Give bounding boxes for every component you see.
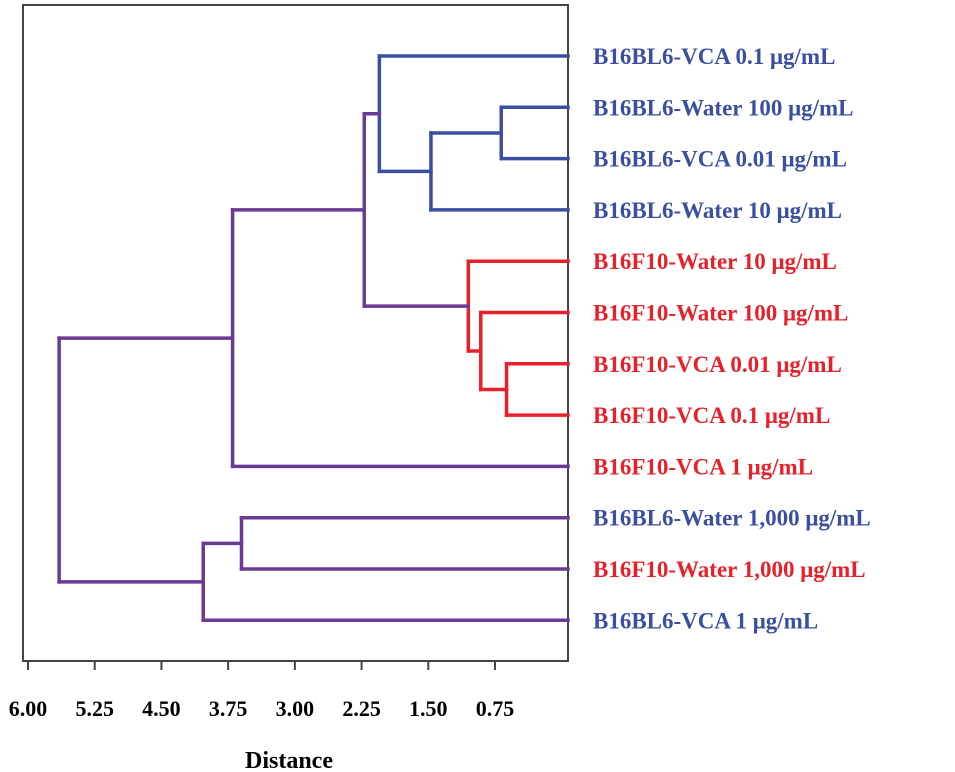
- x-tick-label: 4.50: [142, 696, 181, 721]
- x-tick-label: 5.25: [75, 696, 114, 721]
- dendrogram-branches: [57, 54, 570, 623]
- leaf-label: B16BL6-VCA 1 μg/mL: [593, 608, 818, 633]
- x-axis-label: Distance: [245, 748, 333, 772]
- x-tick-label: 2.25: [342, 696, 381, 721]
- leaf-label: B16F10-Water 10 μg/mL: [593, 249, 837, 274]
- leaf-label: B16F10-Water 1,000 μg/mL: [593, 557, 866, 582]
- leaf-label: B16F10-VCA 1 μg/mL: [593, 454, 813, 479]
- leaf-label: B16F10-Water 100 μg/mL: [593, 301, 848, 326]
- plot-frame: [22, 4, 569, 662]
- x-tick-label: 3.00: [276, 696, 315, 721]
- leaf-label: B16F10-VCA 0.01 μg/mL: [593, 352, 842, 377]
- x-tick-label: 0.75: [476, 696, 515, 721]
- x-tick-label: 6.00: [9, 696, 48, 721]
- leaf-label: B16BL6-VCA 0.1 μg/mL: [593, 44, 835, 69]
- leaf-label: B16BL6-Water 100 μg/mL: [593, 95, 854, 120]
- x-tick-label: 3.75: [209, 696, 248, 721]
- x-axis: 6.00 5.25 4.50 3.75 3.00 2.25 1.50 0.75: [9, 660, 568, 721]
- x-tick-label: 1.50: [409, 696, 448, 721]
- leaf-label: B16BL6-VCA 0.01 μg/mL: [593, 147, 847, 172]
- leaf-label: B16BL6-Water 1,000 μg/mL: [593, 506, 871, 531]
- leaf-labels: B16BL6-VCA 0.1 μg/mL B16BL6-Water 100 μg/…: [593, 44, 871, 633]
- leaf-label: B16F10-VCA 0.1 μg/mL: [593, 403, 830, 428]
- leaf-label: B16BL6-Water 10 μg/mL: [593, 198, 842, 223]
